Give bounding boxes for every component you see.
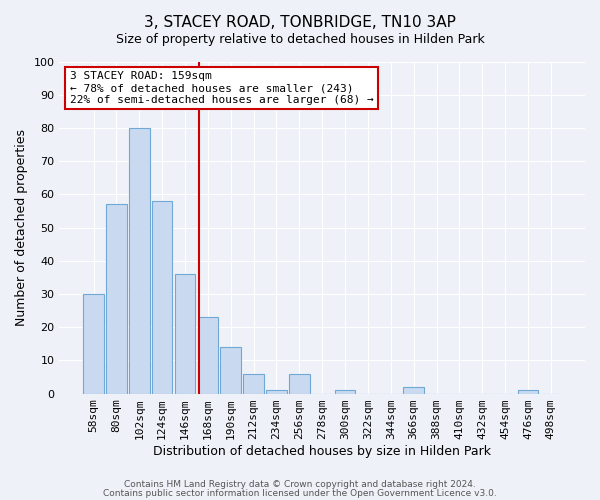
Bar [152,201,172,394]
Text: 3 STACEY ROAD: 159sqm
← 78% of detached houses are smaller (243)
22% of semi-det: 3 STACEY ROAD: 159sqm ← 78% of detached … [70,72,374,104]
X-axis label: Distribution of detached houses by size in Hilden Park: Distribution of detached houses by size … [153,444,491,458]
Bar [106,204,127,394]
Text: Size of property relative to detached houses in Hilden Park: Size of property relative to detached ho… [116,32,484,46]
Bar [518,390,538,394]
Bar [289,374,310,394]
Bar [244,374,264,394]
Bar [335,390,355,394]
Text: Contains public sector information licensed under the Open Government Licence v3: Contains public sector information licen… [103,488,497,498]
Bar [266,390,287,394]
Bar [175,274,196,394]
Text: Contains HM Land Registry data © Crown copyright and database right 2024.: Contains HM Land Registry data © Crown c… [124,480,476,489]
Text: 3, STACEY ROAD, TONBRIDGE, TN10 3AP: 3, STACEY ROAD, TONBRIDGE, TN10 3AP [144,15,456,30]
Bar [220,347,241,394]
Bar [129,128,149,394]
Bar [197,317,218,394]
Bar [403,387,424,394]
Y-axis label: Number of detached properties: Number of detached properties [15,129,28,326]
Bar [83,294,104,394]
